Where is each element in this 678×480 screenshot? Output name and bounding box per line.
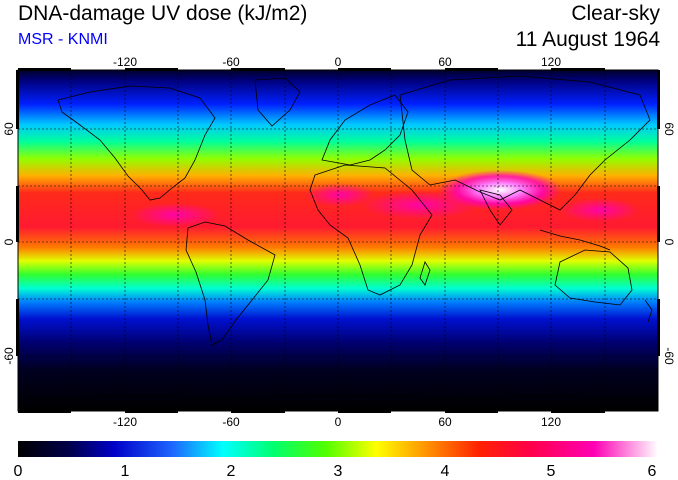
left-latitude-labels: 60 0 -60 [2, 122, 16, 365]
lon-label-bottom: 120 [541, 415, 561, 429]
right-latitude-labels: 60 0 -60 [662, 122, 676, 365]
top-longitude-labels: -120 -60 0 60 120 [113, 55, 561, 69]
colorbar-tick-label: 4 [441, 463, 450, 480]
lat-label-left: 60 [2, 122, 16, 136]
graticule [18, 70, 658, 411]
map-title: DNA-damage UV dose (kJ/m2) [18, 2, 308, 25]
colorbar [18, 441, 658, 457]
colorbar-labels: 0 1 2 3 4 5 6 [14, 463, 657, 480]
source-label: MSR - KNMI [18, 31, 108, 48]
colorbar-tick-label: 3 [334, 463, 343, 480]
lat-label-right: 0 [662, 239, 676, 246]
sky-condition-label: Clear-sky [571, 2, 660, 25]
bottom-longitude-labels: -120 -60 0 60 120 [113, 415, 561, 429]
lon-label-bottom: 0 [335, 415, 342, 429]
lon-label-top: -60 [222, 55, 240, 69]
lat-label-right: -60 [662, 347, 676, 365]
coastlines [18, 75, 658, 401]
colorbar-tick-label: 6 [648, 463, 657, 480]
colorbar-tick-label: 2 [227, 463, 236, 480]
lon-label-bottom: -60 [222, 415, 240, 429]
colorbar-tick-label: 1 [121, 463, 130, 480]
colorbar-tick-label: 5 [547, 463, 556, 480]
lon-label-top: 0 [335, 55, 342, 69]
lat-label-right: 60 [662, 122, 676, 136]
frame-ticks [16, 68, 660, 413]
lat-label-left: 0 [2, 238, 16, 245]
lon-label-bottom: -120 [113, 415, 137, 429]
lon-label-top: -120 [113, 55, 137, 69]
lon-label-top: 120 [541, 55, 561, 69]
date-label: 11 August 1964 [515, 28, 660, 51]
lat-label-left: -60 [2, 347, 16, 365]
colorbar-tick-label: 0 [14, 463, 23, 480]
lon-label-top: 60 [438, 55, 452, 69]
lon-label-bottom: 60 [438, 415, 452, 429]
